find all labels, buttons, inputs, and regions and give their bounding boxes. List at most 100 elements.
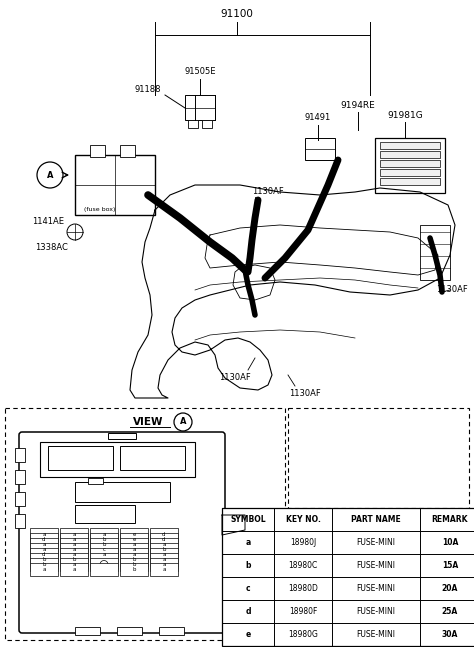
Bar xyxy=(30,553,58,566)
Bar xyxy=(375,138,445,193)
Text: a: a xyxy=(72,567,76,572)
Bar xyxy=(120,548,148,561)
Bar xyxy=(108,433,136,439)
Text: KEY NO.: KEY NO. xyxy=(285,515,320,524)
Text: a: a xyxy=(162,567,166,572)
Text: a: a xyxy=(102,532,106,537)
Bar xyxy=(90,145,105,157)
Bar xyxy=(120,528,148,541)
Text: a: a xyxy=(246,538,251,547)
Bar xyxy=(75,505,135,523)
Text: 91188: 91188 xyxy=(135,85,161,94)
Text: b: b xyxy=(245,561,251,570)
Text: 18980G: 18980G xyxy=(288,630,318,639)
Bar xyxy=(15,470,25,484)
Text: a: a xyxy=(102,552,106,557)
Bar xyxy=(420,225,450,280)
Text: c: c xyxy=(246,584,250,593)
Text: a: a xyxy=(132,552,136,557)
Text: a: a xyxy=(162,562,166,567)
Text: a: a xyxy=(132,542,136,547)
Bar xyxy=(288,408,469,508)
Bar xyxy=(150,548,178,561)
Bar xyxy=(90,543,118,556)
Text: 10A: 10A xyxy=(442,538,458,547)
Text: a: a xyxy=(162,542,166,547)
Bar xyxy=(305,138,335,160)
Bar xyxy=(60,538,88,551)
Text: b: b xyxy=(132,562,136,567)
Bar xyxy=(60,548,88,561)
Text: FUSE-MINI: FUSE-MINI xyxy=(356,584,395,593)
Bar xyxy=(30,558,58,571)
Bar xyxy=(30,563,58,576)
Bar xyxy=(120,446,185,470)
Text: VIEW: VIEW xyxy=(133,417,163,427)
Text: 18980F: 18980F xyxy=(289,607,317,616)
Text: a: a xyxy=(42,542,46,547)
Text: a: a xyxy=(42,532,46,537)
Text: b: b xyxy=(102,542,106,547)
Bar xyxy=(60,528,88,541)
FancyBboxPatch shape xyxy=(19,432,225,633)
Bar xyxy=(15,448,25,462)
Bar xyxy=(222,508,474,646)
Text: 20A: 20A xyxy=(442,584,458,593)
Text: A: A xyxy=(180,417,186,426)
Text: a: a xyxy=(42,547,46,552)
Bar xyxy=(120,538,148,551)
Text: b: b xyxy=(132,557,136,562)
Bar xyxy=(30,528,58,541)
Text: a: a xyxy=(72,542,76,547)
Text: 30A: 30A xyxy=(442,630,458,639)
Text: d: d xyxy=(245,607,251,616)
Text: a: a xyxy=(42,567,46,572)
Text: a: a xyxy=(72,552,76,557)
Text: e: e xyxy=(246,630,251,639)
Text: d: d xyxy=(162,532,166,537)
Bar xyxy=(159,627,184,635)
Bar xyxy=(5,408,285,640)
Bar xyxy=(120,563,148,576)
Bar xyxy=(88,478,103,484)
Bar xyxy=(30,548,58,561)
Bar xyxy=(150,558,178,571)
Bar xyxy=(15,492,25,506)
Text: d: d xyxy=(162,537,166,542)
Text: 91491: 91491 xyxy=(305,113,331,122)
Bar xyxy=(380,160,440,167)
Bar xyxy=(120,145,135,157)
Bar xyxy=(185,95,215,120)
Bar xyxy=(75,155,155,215)
Bar xyxy=(90,548,118,561)
Bar xyxy=(48,446,113,470)
Bar xyxy=(150,553,178,566)
Text: 91505E: 91505E xyxy=(184,67,216,76)
Bar xyxy=(120,543,148,556)
Text: FUSE-MINI: FUSE-MINI xyxy=(356,607,395,616)
Text: 91981G: 91981G xyxy=(387,111,423,120)
Bar xyxy=(120,558,148,571)
Text: a: a xyxy=(132,547,136,552)
Text: b: b xyxy=(102,537,106,542)
Text: e: e xyxy=(132,532,136,537)
Bar xyxy=(380,151,440,158)
Text: d: d xyxy=(42,537,46,542)
Text: a: a xyxy=(72,562,76,567)
Text: 1338AC: 1338AC xyxy=(36,243,68,252)
Text: b: b xyxy=(42,557,46,562)
Bar xyxy=(90,533,118,546)
Text: 18980J: 18980J xyxy=(290,538,316,547)
Bar xyxy=(380,169,440,176)
Text: b: b xyxy=(42,562,46,567)
Bar xyxy=(40,442,195,477)
Bar xyxy=(60,533,88,546)
Bar xyxy=(90,528,118,541)
Bar xyxy=(150,528,178,541)
Text: d: d xyxy=(42,552,46,557)
Text: (fuse box): (fuse box) xyxy=(84,208,116,212)
Bar xyxy=(117,627,142,635)
Bar xyxy=(60,553,88,566)
Bar xyxy=(30,538,58,551)
Bar xyxy=(150,533,178,546)
